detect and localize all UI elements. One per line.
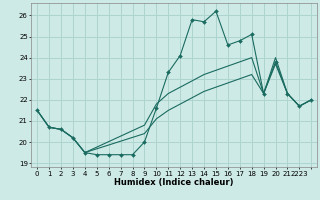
X-axis label: Humidex (Indice chaleur): Humidex (Indice chaleur) xyxy=(115,178,234,187)
